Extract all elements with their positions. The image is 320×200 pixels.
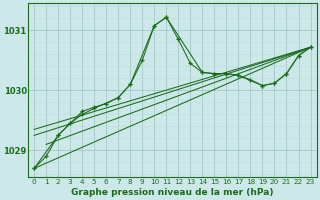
X-axis label: Graphe pression niveau de la mer (hPa): Graphe pression niveau de la mer (hPa) <box>71 188 274 197</box>
